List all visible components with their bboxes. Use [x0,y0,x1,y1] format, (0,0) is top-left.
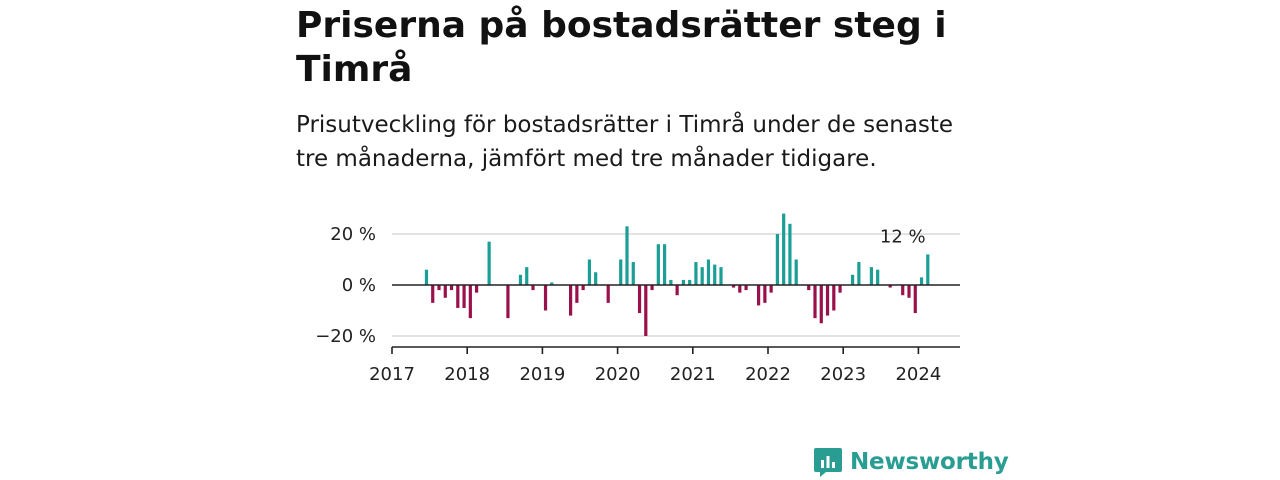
bar [888,285,892,288]
bar [456,285,460,308]
bar [449,285,454,291]
bar [531,285,535,291]
bar [625,226,629,285]
bar [794,259,798,285]
y-tick-label: 0 % [342,275,376,296]
grid-lines [392,233,960,337]
bar [594,272,598,285]
bar [631,262,635,285]
bar [669,279,673,285]
bar [663,244,667,285]
bar [550,282,554,285]
bar [876,269,880,285]
bar [518,274,523,285]
bar [468,285,472,319]
bar-chart: 20 % 0 % −20 % 2017 2018 2019 2020 2021 2022 2023… [315,213,960,385]
bar [744,285,748,291]
bar [656,244,660,285]
bar [694,262,698,285]
bar [825,285,830,316]
bar [424,269,429,285]
last-value-label: 12 % [880,226,926,247]
bar [462,285,466,308]
bar [675,285,679,296]
bar [838,285,842,293]
bar [719,267,723,285]
bar [637,285,642,314]
bar [681,279,685,285]
newsworthy-logo-icon [814,448,842,477]
x-tick-label: 2020 [595,364,641,385]
bar [913,285,917,314]
axes [391,284,960,354]
bar [619,259,623,285]
tick-labels: 20 % 0 % −20 % 2017 2018 2019 2020 2021 2022 2023… [315,224,941,385]
bar [581,285,585,291]
bar [475,285,479,293]
bar [763,285,767,303]
bar [431,285,435,303]
bar [700,267,704,285]
x-tick-label: 2018 [444,364,490,385]
bar [819,285,823,324]
bar [832,285,836,311]
bar [869,267,873,285]
bar [587,259,591,285]
bar [782,213,786,285]
bar [606,285,610,303]
bar [706,259,711,285]
bar [926,254,930,285]
y-tick-label: 20 % [330,224,376,245]
x-tick-label: 2017 [369,364,415,385]
brand-logo: Newsworthy [814,446,1009,478]
bar [731,285,736,288]
bar [506,285,510,319]
bar [807,285,811,291]
bar [569,285,573,316]
bar [775,234,779,285]
bar [650,285,654,291]
x-tick-label: 2019 [519,364,565,385]
bar [769,285,773,293]
bar [813,285,817,319]
y-tick-label: −20 % [315,326,376,347]
bar [688,279,692,285]
bar [901,285,905,296]
x-tick-label: 2022 [745,364,791,385]
bar [919,277,924,285]
x-tick-label: 2023 [820,364,866,385]
bar [788,223,792,285]
bar [575,285,579,303]
bar [443,285,447,298]
bar [487,241,491,285]
chart-subtitle: Prisutveckling för bostadsrätter i Timrå… [296,112,954,172]
x-tick-label: 2024 [895,364,941,385]
x-tick-label: 2021 [670,364,716,385]
bar [543,285,548,311]
bar [437,285,441,291]
brand-name: Newsworthy [850,449,1009,475]
bar [757,285,761,306]
bar [907,285,911,298]
bar [644,285,648,336]
bars [424,213,930,336]
bar [525,267,529,285]
bar [713,264,717,285]
chart-title: Priserna på bostadsrätter steg i Timrå [296,5,947,90]
bar [738,285,742,293]
bar [857,262,861,285]
bar [851,274,855,285]
